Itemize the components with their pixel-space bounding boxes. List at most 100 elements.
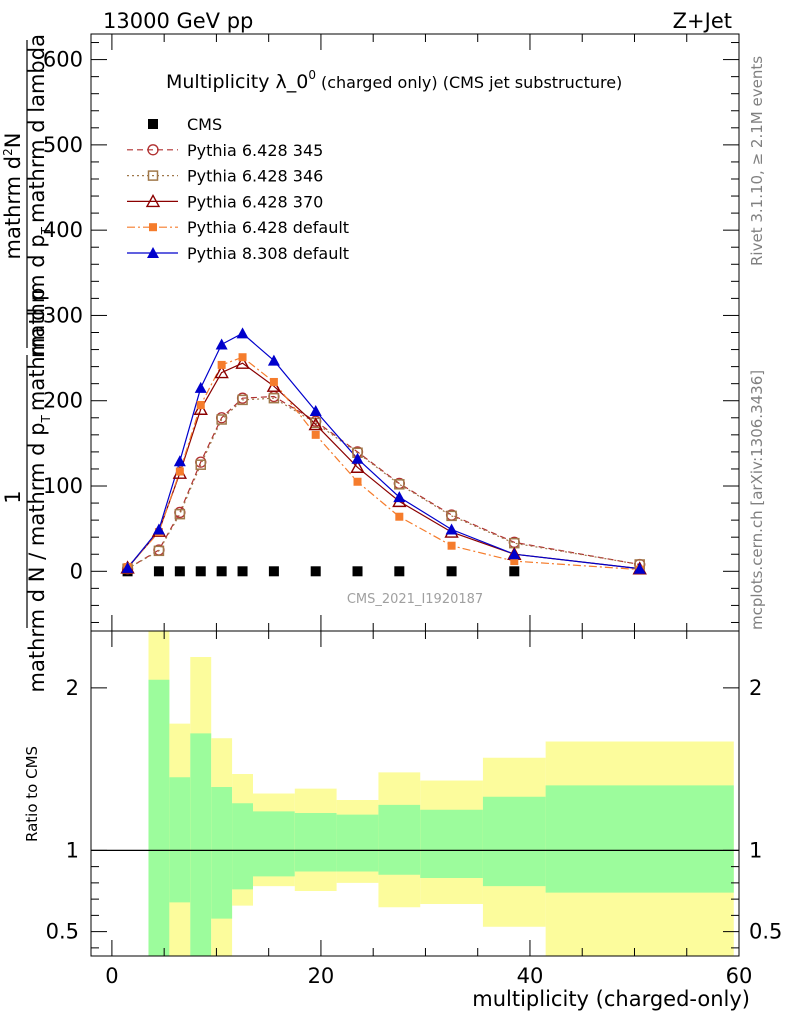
legend: CMS Pythia 6.428 345 Pythia 6.428 346 Pythi… [127,115,349,263]
data-point-5-7 [309,404,322,416]
legend-marker-1 [147,144,159,156]
ratio-y-tick-label-right: 2 [749,676,762,700]
y-tick-label: 0 [70,559,83,583]
data-point-5-12 [633,562,646,574]
y-label-top-numerator: mathrm d2N [1,133,25,260]
data-point-0-8 [352,566,363,577]
x-axis-label: multiplicity (charged-only) [472,987,750,1011]
ratio-band-inner-6 [294,813,337,872]
chart-title-sup: 0 [308,68,316,82]
legend-marker-3 [145,193,161,208]
data-point-0-6 [268,566,279,577]
y-tick-label: 400 [43,218,83,242]
ratio-band-inner-9 [420,809,483,878]
data-point-3-8 [350,459,365,473]
data-point-4-6 [269,377,278,386]
data-point-2-3 [195,459,206,470]
y-tick-label: 300 [43,303,83,327]
data-point-4-11 [510,557,519,566]
data-point-2-9 [394,479,405,490]
data-point-0-9 [394,566,405,577]
data-point-3-4 [214,365,229,379]
legend-marker-0 [148,119,158,129]
ratio-y-tick-label: 0.5 [46,920,79,944]
data-point-5-5 [236,327,249,339]
ratio-band-inner-8 [378,804,421,875]
data-point-4-4 [217,360,226,369]
legend-marker-2 [147,170,159,181]
ratio-band-inner-10 [482,796,546,887]
ratio-band-inner-7 [336,814,379,872]
y-label-top-denominator: mathrm d pTmathrm d lambda [25,34,53,358]
ratio-y-tick-label: 2 [66,676,79,700]
legend-label-2: Pythia 6.428 346 [187,167,323,186]
data-point-5-2 [173,455,186,467]
series-lines [127,332,640,571]
data-point-2-5 [237,394,248,406]
y-tick-label: 100 [43,474,83,498]
data-point-0-3 [195,566,206,577]
ratio-band-inner-1 [169,777,191,903]
mcplots-label: mcplots.cern.ch [arXiv:1306.3436] [748,370,766,630]
y-label-numerator-one: 1 [1,490,25,503]
ratio-band-inner-5 [253,811,295,877]
data-point-0-5 [237,566,248,577]
series-line-2 [127,397,640,570]
data-point-2-4 [216,414,227,425]
data-point-0-1 [153,566,164,577]
analysis-label: CMS_2021_I1920187 [347,592,483,607]
data-point-4-10 [447,541,456,550]
data-point-5-8 [351,452,364,464]
y-label-denominator: mathrm d N / mathrm d pTmathrm d p [25,288,53,693]
data-point-2-1 [153,545,165,557]
ratio-y-tick-label: 1 [66,838,79,862]
ratio-uncertainty-bands [148,631,734,956]
series-line-1 [127,395,640,570]
data-point-2-2 [174,508,186,520]
main-y-axis-label: 1 mathrm d2N mathrm d pTmathrm d lambda … [1,34,53,692]
data-point-3-5 [235,355,250,369]
x-tick-label: 20 [308,964,335,988]
data-point-5-4 [215,338,228,350]
ratio-y-tick-label-right: 0.5 [749,920,782,944]
data-point-5-3 [194,381,207,393]
data-point-0-2 [174,566,185,577]
ratio-band-inner-3 [211,787,233,919]
x-tick-label: 60 [726,964,753,988]
data-point-4-7 [311,430,320,439]
data-point-0-7 [310,566,321,577]
ratio-band-inner-2 [190,733,212,956]
data-point-4-5 [238,353,247,362]
y-tick-label: 200 [43,389,83,413]
data-point-5-1 [152,523,165,535]
data-point-0-4 [216,566,227,577]
data-point-2-6 [268,392,280,404]
ratio-band-inner-4 [232,803,253,890]
data-point-2-10 [446,510,457,522]
x-tick-label: 40 [517,964,544,988]
legend-label-0: CMS [187,115,222,134]
ratio-band-inner-11 [545,785,734,893]
main-axis-ticks: 0 100 200 300 400 500 600 [43,34,740,631]
rivet-label: Rivet 3.1.10, ≥ 2.1M events [748,56,766,266]
legend-marker-5 [147,247,159,258]
y-tick-label: 500 [43,133,83,157]
data-point-4-8 [353,477,362,486]
data-point-5-11 [508,548,521,560]
y-tick-label: 600 [43,48,83,72]
data-point-5-10 [445,523,458,535]
data-point-0-10 [446,566,457,577]
legend-label-3: Pythia 6.428 370 [187,192,323,211]
ratio-y-tick-label-right: 1 [749,838,762,862]
legend-label-4: Pythia 6.428 default [187,218,349,237]
chart-title: Multiplicity λ_00 (charged only) (CMS jet… [166,68,622,93]
energy-label: 13000 GeV pp [103,9,253,33]
data-point-4-2 [175,467,184,476]
chart-title-main: Multiplicity λ_0 [166,71,308,93]
ratio-band-inner-0 [148,679,170,956]
data-point-5-9 [393,491,406,503]
ratio-panel-frame [90,630,740,957]
legend-label-1: Pythia 6.428 345 [187,141,323,160]
legend-marker-4 [149,223,157,232]
data-point-5-0 [121,561,134,573]
